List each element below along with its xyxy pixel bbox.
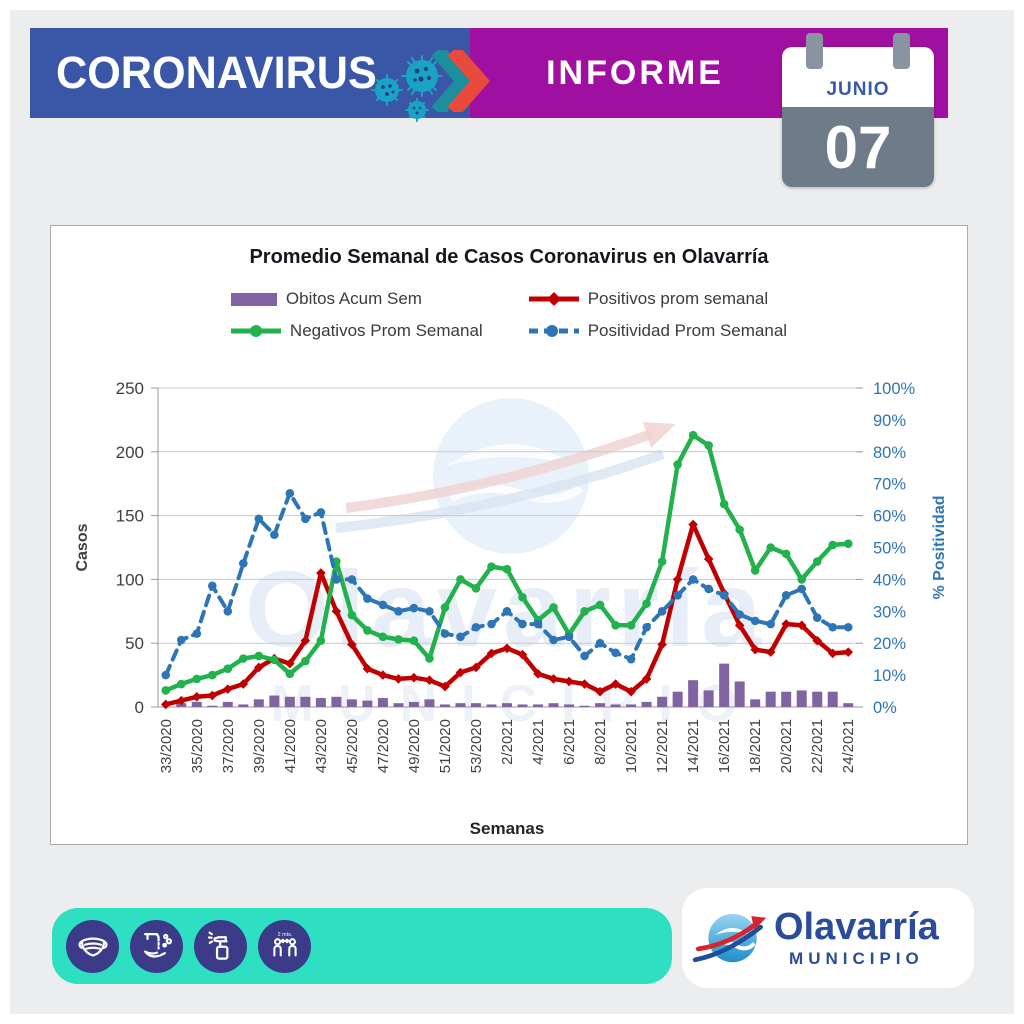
svg-text:Semanas: Semanas bbox=[470, 819, 545, 838]
virus-icon-small bbox=[405, 98, 429, 122]
svg-text:35/2020: 35/2020 bbox=[189, 719, 206, 773]
legend-swatch-blue-dashed-line bbox=[528, 325, 579, 337]
svg-text:0%: 0% bbox=[873, 699, 897, 717]
chart-legend: Obitos Acum Sem Positivos prom semanal N… bbox=[51, 289, 967, 365]
svg-text:40%: 40% bbox=[873, 571, 906, 589]
virus-icon-large bbox=[401, 55, 443, 97]
calendar-ring-right bbox=[893, 33, 910, 69]
olavarria-emblem-icon bbox=[692, 913, 767, 963]
svg-text:24/2021: 24/2021 bbox=[840, 719, 857, 773]
calendar-month: JUNIO bbox=[826, 79, 890, 100]
calendar: JUNIO 07 bbox=[782, 33, 934, 187]
legend-label: Negativos Prom Semanal bbox=[289, 321, 483, 340]
svg-text:51/2020: 51/2020 bbox=[437, 719, 454, 773]
svg-text:53/2020: 53/2020 bbox=[468, 719, 485, 773]
svg-text:20/2021: 20/2021 bbox=[778, 719, 795, 773]
social-distance-icon: 2 mts. bbox=[258, 919, 311, 973]
legend-item-negativos: Negativos Prom Semanal bbox=[230, 321, 483, 341]
svg-text:100: 100 bbox=[116, 570, 144, 589]
svg-text:100%: 100% bbox=[873, 380, 916, 398]
combo-chart: 0 50 100 150 200 250 0% 10% 20% 30% 40% 50% 60% 70% 80… bbox=[74, 379, 948, 838]
svg-text:49/2020: 49/2020 bbox=[406, 719, 423, 773]
svg-text:60%: 60% bbox=[873, 508, 906, 526]
svg-text:4/2021: 4/2021 bbox=[530, 719, 547, 765]
legend-item-positivos: Positivos prom semanal bbox=[528, 289, 787, 309]
logo-name: Olavarría bbox=[774, 906, 939, 948]
legend-item-positividad: Positividad Prom Semanal bbox=[528, 321, 788, 341]
svg-text:% Positividad: % Positividad bbox=[931, 495, 948, 599]
plot-area: 0 50 100 150 200 250 0% 10% 20% 30% 40% 50% 60% 70% 80… bbox=[51, 365, 967, 852]
svg-text:43/2020: 43/2020 bbox=[313, 719, 330, 773]
svg-text:20%: 20% bbox=[873, 635, 906, 653]
svg-text:30%: 30% bbox=[873, 603, 906, 621]
legend-label: Positividad Prom Semanal bbox=[587, 321, 788, 340]
svg-text:39/2020: 39/2020 bbox=[251, 719, 268, 773]
virus-icons bbox=[371, 55, 443, 122]
svg-text:150: 150 bbox=[116, 507, 144, 526]
svg-text:70%: 70% bbox=[873, 476, 906, 494]
svg-text:50%: 50% bbox=[873, 540, 906, 558]
legend-label: Positivos prom semanal bbox=[587, 289, 769, 308]
svg-text:10/2021: 10/2021 bbox=[623, 719, 640, 773]
svg-text:Casos: Casos bbox=[74, 523, 91, 571]
svg-text:250: 250 bbox=[116, 379, 144, 398]
svg-text:22/2021: 22/2021 bbox=[809, 719, 826, 773]
svg-text:47/2020: 47/2020 bbox=[375, 719, 392, 773]
svg-text:6/2021: 6/2021 bbox=[561, 719, 578, 765]
hand-washing-icon bbox=[130, 919, 183, 973]
disinfectant-spray-icon bbox=[194, 919, 247, 973]
calendar-card: JUNIO 07 bbox=[782, 47, 934, 187]
legend-swatch-red-line bbox=[528, 292, 579, 306]
svg-text:200: 200 bbox=[116, 443, 144, 462]
svg-text:0: 0 bbox=[135, 698, 144, 717]
chevron-right-icon bbox=[432, 50, 490, 112]
legend-swatch-bar bbox=[230, 293, 277, 306]
banner-subtitle: INFORME bbox=[546, 54, 724, 92]
svg-text:50: 50 bbox=[125, 634, 144, 653]
prevention-icons-bar: 2 mts. bbox=[52, 908, 672, 984]
svg-text:90%: 90% bbox=[873, 412, 906, 430]
svg-text:45/2020: 45/2020 bbox=[344, 719, 361, 773]
svg-text:10%: 10% bbox=[873, 667, 906, 685]
svg-text:33/2020: 33/2020 bbox=[158, 719, 175, 773]
legend-item-obitos: Obitos Acum Sem bbox=[230, 289, 483, 309]
svg-text:2/2021: 2/2021 bbox=[499, 719, 516, 765]
calendar-day: 07 bbox=[782, 107, 934, 187]
virus-icon-medium bbox=[371, 74, 403, 106]
logo-subtitle: MUNICIPIO bbox=[789, 949, 924, 968]
svg-text:12/2021: 12/2021 bbox=[654, 719, 671, 773]
svg-text:8/2021: 8/2021 bbox=[592, 719, 609, 765]
svg-text:14/2021: 14/2021 bbox=[685, 719, 702, 773]
banner-title: CORONAVIRUS bbox=[56, 47, 377, 98]
face-mask-icon bbox=[66, 919, 119, 973]
svg-text:80%: 80% bbox=[873, 444, 906, 462]
svg-text:18/2021: 18/2021 bbox=[747, 719, 764, 773]
svg-text:41/2020: 41/2020 bbox=[282, 719, 299, 773]
coronavirus-banner: CORONAVIRUS bbox=[30, 28, 470, 122]
municipality-logo: Olavarría MUNICIPIO bbox=[682, 888, 974, 988]
legend-swatch-green-line bbox=[230, 325, 281, 337]
distance-label: 2 mts. bbox=[277, 932, 292, 938]
svg-text:16/2021: 16/2021 bbox=[716, 719, 733, 773]
legend-label: Obitos Acum Sem bbox=[285, 289, 422, 308]
svg-text:37/2020: 37/2020 bbox=[220, 719, 237, 773]
page-background: CORONAVIRUS bbox=[10, 10, 1014, 1014]
chart-title: Promedio Semanal de Casos Coronavirus en… bbox=[249, 246, 769, 268]
chart-panel: Olavarría MUNICIPIO Promedio Semanal de … bbox=[50, 225, 968, 845]
calendar-ring-left bbox=[806, 33, 823, 69]
